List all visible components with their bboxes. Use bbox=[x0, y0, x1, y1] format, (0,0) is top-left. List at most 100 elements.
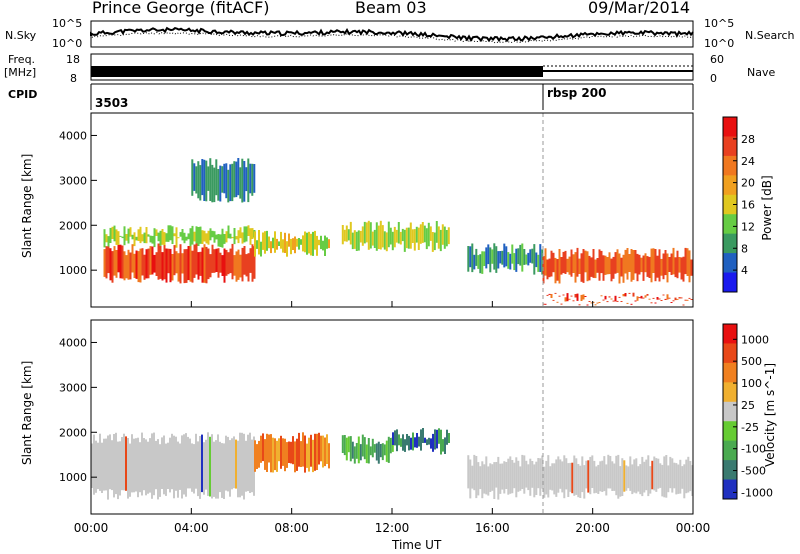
heatmap-cell bbox=[573, 455, 576, 496]
heatmap-cell bbox=[554, 292, 557, 294]
heatmap-cell bbox=[300, 239, 302, 245]
heatmap-cell bbox=[511, 244, 514, 264]
heatmap-cell bbox=[312, 231, 314, 256]
heatmap-cell bbox=[688, 250, 691, 283]
y-tick-label: 1000 bbox=[59, 264, 87, 277]
heatmap-cell bbox=[572, 300, 575, 302]
heatmap-cell bbox=[345, 437, 348, 461]
heatmap-cell bbox=[302, 432, 304, 467]
heatmap-cell bbox=[443, 226, 446, 249]
heatmap-cell bbox=[441, 224, 444, 245]
heatmap-cell bbox=[288, 233, 290, 247]
heatmap-cell bbox=[195, 433, 197, 489]
heatmap-cell bbox=[632, 250, 635, 280]
heatmap-cell bbox=[123, 251, 126, 281]
colorbar-tick-label: 8 bbox=[741, 242, 748, 255]
heatmap-cell bbox=[145, 249, 148, 279]
heatmap-cell bbox=[243, 161, 246, 202]
heatmap-cell bbox=[665, 455, 668, 498]
heatmap-cell bbox=[634, 300, 637, 302]
heatmap-cell bbox=[597, 464, 600, 494]
heatmap-cell bbox=[617, 454, 620, 499]
heatmap-cell bbox=[320, 235, 322, 250]
heatmap-cell bbox=[155, 252, 158, 276]
heatmap-cell bbox=[408, 435, 410, 451]
heatmap-cell bbox=[253, 246, 256, 279]
heatmap-cell bbox=[294, 236, 296, 254]
heatmap-cell bbox=[308, 231, 310, 254]
heatmap-cell bbox=[432, 433, 434, 452]
cpid-panel bbox=[90, 83, 694, 110]
x-tick-label: 12:00 bbox=[375, 521, 410, 535]
heatmap-cell bbox=[638, 297, 641, 299]
heatmap-cell bbox=[682, 256, 685, 282]
heatmap-cell bbox=[481, 251, 484, 274]
heatmap-cell bbox=[288, 441, 290, 463]
heatmap-cell bbox=[256, 240, 258, 249]
velocity-cbar-label: Velocity [m s^-1] bbox=[763, 362, 777, 468]
power-heatmap bbox=[103, 158, 693, 306]
heatmap-cell bbox=[404, 439, 406, 452]
heatmap-cell bbox=[191, 443, 193, 492]
heatmap-cell bbox=[646, 294, 649, 296]
station-title: Prince George (fitACF) bbox=[92, 0, 270, 17]
heatmap-cell bbox=[322, 435, 324, 468]
heatmap-cell bbox=[175, 227, 178, 248]
heatmap-cell bbox=[425, 228, 428, 250]
heatmap-cell bbox=[477, 255, 480, 269]
heatmap-cell bbox=[221, 166, 224, 193]
heatmap-cell bbox=[280, 435, 282, 469]
heatmap-cell bbox=[253, 164, 256, 193]
heatmap-cell bbox=[209, 228, 212, 241]
heatmap-cell bbox=[550, 294, 553, 298]
heatmap-cell bbox=[139, 248, 142, 283]
heatmap-cell bbox=[137, 229, 140, 241]
heatmap-cell bbox=[107, 435, 109, 500]
heatmap-cell bbox=[569, 462, 572, 492]
heatmap-cell bbox=[621, 458, 624, 496]
heatmap-cell bbox=[561, 461, 564, 493]
heatmap-cell bbox=[153, 254, 156, 273]
heatmap-cell bbox=[286, 442, 288, 468]
colorbar-tick-label: -25 bbox=[741, 421, 759, 434]
heatmap-cell bbox=[369, 446, 372, 456]
heatmap-cell bbox=[298, 238, 300, 250]
heatmap-cell bbox=[644, 295, 647, 298]
heatmap-cell bbox=[213, 441, 215, 497]
heatmap-cell bbox=[357, 436, 360, 464]
heatmap-cell bbox=[363, 221, 366, 244]
heatmap-cell bbox=[515, 457, 518, 498]
heatmap-cell bbox=[183, 232, 186, 244]
heatmap-cell bbox=[129, 252, 132, 280]
heatmap-cell bbox=[487, 244, 490, 265]
heatmap-cell bbox=[207, 248, 210, 280]
heatmap-cell bbox=[167, 248, 170, 274]
heatmap-cell bbox=[111, 251, 114, 283]
heatmap-cell bbox=[681, 466, 684, 489]
heatmap-cell bbox=[223, 443, 225, 499]
heatmap-cell bbox=[107, 244, 110, 274]
heatmap-cell bbox=[606, 301, 609, 303]
heatmap-cell bbox=[683, 464, 686, 499]
heatmap-cell bbox=[686, 248, 689, 276]
heatmap-cell bbox=[268, 434, 270, 463]
heatmap-cell bbox=[203, 244, 206, 283]
heatmap-cell bbox=[523, 455, 526, 494]
heatmap-cell bbox=[475, 456, 478, 499]
heatmap-cell bbox=[385, 232, 388, 252]
heatmap-cell bbox=[590, 257, 593, 277]
heatmap-cell bbox=[672, 247, 675, 275]
heatmap-cell bbox=[499, 463, 502, 494]
heatmap-cell bbox=[580, 294, 583, 301]
heatmap-cell bbox=[149, 246, 152, 275]
colorbar-swatch bbox=[723, 324, 737, 344]
heatmap-cell bbox=[371, 438, 374, 458]
heatmap-cell bbox=[324, 437, 326, 467]
heatmap-cell bbox=[149, 438, 151, 493]
heatmap-cell bbox=[489, 463, 492, 492]
heatmap-cell bbox=[121, 236, 124, 239]
heatmap-cell bbox=[649, 466, 652, 494]
heatmap-cell bbox=[254, 231, 256, 257]
heatmap-cell bbox=[550, 250, 553, 277]
heatmap-cell bbox=[278, 241, 280, 246]
